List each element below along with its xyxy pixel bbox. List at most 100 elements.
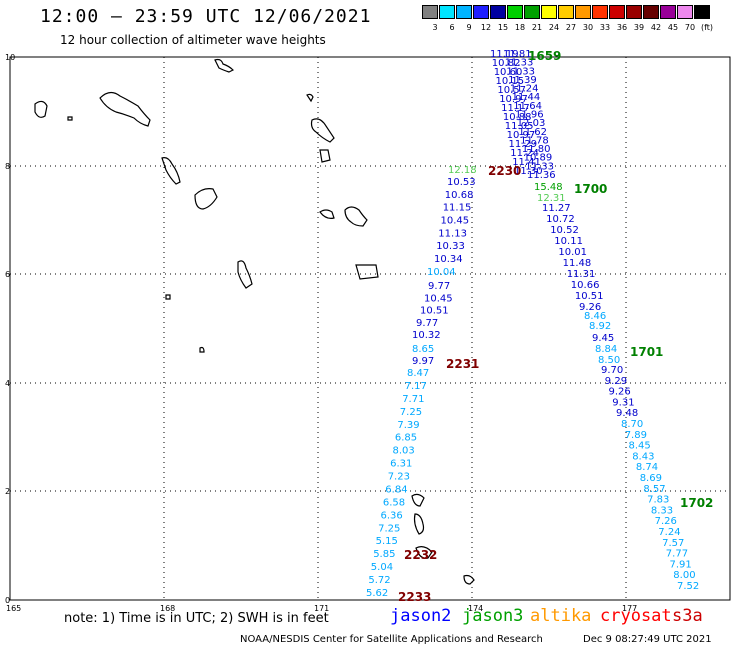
pass-time-label: 1702 bbox=[680, 496, 713, 510]
footer-date: Dec 9 08:27:49 UTC 2021 bbox=[583, 634, 712, 645]
wave-height-value: 11.24 bbox=[510, 84, 539, 95]
wave-height-value: 11.33 bbox=[506, 66, 535, 77]
wave-height-value: 11.48 bbox=[563, 258, 592, 269]
wave-height-value: 12.18 bbox=[448, 165, 477, 176]
wave-height-value: 11.33 bbox=[505, 58, 534, 69]
wave-height-value: 8.47 bbox=[407, 368, 429, 379]
wave-height-value: 10.51 bbox=[575, 291, 604, 302]
wave-height-value: 5.62 bbox=[366, 588, 388, 599]
wave-height-value: 12.03 bbox=[517, 118, 546, 129]
wave-height-value: 5.15 bbox=[376, 536, 398, 547]
wave-height-value: 11.17 bbox=[501, 103, 530, 114]
scale-label: 9 bbox=[466, 23, 472, 32]
wave-height-value: 10.01 bbox=[558, 247, 587, 258]
pass-time-labels: 1659 2230 1700 1701 2231 1702 2232 2233 bbox=[398, 49, 713, 604]
wave-height-value: 9.26 bbox=[609, 387, 631, 398]
lon-tick-label: 165 bbox=[6, 604, 21, 613]
page-subtitle: 12 hour collection of altimeter wave hei… bbox=[60, 33, 326, 47]
wave-height-value: 10.82 bbox=[492, 58, 521, 69]
scale-label: 27 bbox=[565, 23, 577, 32]
wave-height-value: 6.58 bbox=[383, 497, 405, 508]
scale-label: 70 bbox=[684, 23, 696, 32]
scale-swatch bbox=[592, 5, 608, 19]
wave-height-value: 15.48 bbox=[534, 182, 563, 193]
wave-height-value: 11.41 bbox=[512, 157, 541, 168]
lon-tick-label: 168 bbox=[160, 604, 175, 613]
wave-height-value: 7.57 bbox=[662, 538, 684, 549]
scale-swatch bbox=[456, 5, 472, 19]
scale-label: 39 bbox=[633, 23, 645, 32]
wave-height-value: 8.43 bbox=[632, 451, 654, 462]
lat-tick-label: 4 bbox=[5, 379, 10, 388]
wave-height-value: 10.66 bbox=[571, 280, 600, 291]
wave-height-value: 10.11 bbox=[554, 236, 583, 247]
scale-label: 12 bbox=[480, 23, 492, 32]
island-outline bbox=[411, 493, 425, 507]
wave-height-value: 11.05 bbox=[505, 121, 534, 132]
lat-tick-label: 0 bbox=[5, 596, 10, 605]
island-outlines bbox=[34, 58, 475, 585]
wave-height-value: 12.31 bbox=[537, 193, 566, 204]
island-outline bbox=[319, 149, 331, 163]
footer-credit: NOAA/NESDIS Center for Satellite Applica… bbox=[240, 634, 543, 645]
wave-height-value: 8.45 bbox=[629, 441, 651, 452]
scale-label: 30 bbox=[582, 23, 594, 32]
wave-height-value: 8.84 bbox=[595, 344, 617, 355]
wave-height-value: 8.65 bbox=[412, 344, 434, 355]
wave-height-value: 11.81 bbox=[503, 49, 532, 60]
wave-height-value: 9.45 bbox=[592, 333, 614, 344]
pass-time-label: 2231 bbox=[446, 357, 479, 371]
scale-label: 24 bbox=[548, 23, 560, 32]
wave-height-value: 5.72 bbox=[368, 575, 390, 586]
satellite-jason2: jason2 bbox=[390, 606, 452, 626]
scale-swatch bbox=[677, 5, 693, 19]
wave-height-value: 7.23 bbox=[388, 472, 410, 483]
wave-height-value: 10.52 bbox=[550, 225, 579, 236]
pass-time-label: 1700 bbox=[574, 182, 607, 196]
wave-height-value: 10.45 bbox=[424, 293, 453, 304]
wave-height-value: 7.24 bbox=[658, 527, 680, 538]
wave-height-value: 8.57 bbox=[643, 484, 665, 495]
wave-height-value: 11.29 bbox=[509, 139, 538, 150]
wave-height-value: 10.34 bbox=[434, 254, 463, 265]
wave-height-value: 7.71 bbox=[402, 394, 424, 405]
wave-height-value: 6.85 bbox=[395, 433, 417, 444]
scale-swatch bbox=[422, 5, 438, 19]
scale-swatch bbox=[626, 5, 642, 19]
wave-height-value: 9.48 bbox=[616, 408, 638, 419]
scale-label: 3 bbox=[432, 23, 438, 32]
wave-height-value: 8.70 bbox=[621, 419, 643, 430]
scale-label: 18 bbox=[514, 23, 526, 32]
pass-time-label: 2230 bbox=[488, 164, 521, 178]
island-outline bbox=[415, 546, 433, 559]
island-outline bbox=[161, 157, 181, 185]
wave-height-value: 8.33 bbox=[651, 505, 673, 516]
scale-label: 6 bbox=[449, 23, 455, 32]
pass-time-label: 2233 bbox=[398, 590, 431, 604]
wave-height-value: 10.60 bbox=[494, 67, 523, 78]
island-outline bbox=[344, 206, 368, 227]
scale-swatch bbox=[643, 5, 659, 19]
wave-height-value: 7.52 bbox=[677, 581, 699, 592]
island-outline bbox=[355, 264, 379, 280]
wave-height-value: 9.29 bbox=[605, 376, 627, 387]
island-outline bbox=[67, 116, 73, 121]
island-outline bbox=[34, 100, 48, 118]
scale-label: 33 bbox=[599, 23, 611, 32]
satellite-altika: altika bbox=[530, 606, 592, 626]
wave-height-value: 11.15 bbox=[443, 203, 472, 214]
wave-height-value: 11.36 bbox=[527, 170, 556, 181]
island-outline bbox=[214, 58, 235, 73]
scale-label: 21 bbox=[531, 23, 543, 32]
wave-height-value: 11.39 bbox=[508, 75, 537, 86]
pass-time-label: 2232 bbox=[404, 548, 437, 562]
wave-height-value: 11.80 bbox=[522, 144, 551, 155]
wave-height-value: 10.32 bbox=[412, 330, 441, 341]
wave-height-value: 6.84 bbox=[385, 485, 407, 496]
scale-label: (ft) bbox=[700, 23, 714, 32]
pass-time-label: 1701 bbox=[630, 345, 663, 359]
wave-height-value: 11.27 bbox=[542, 203, 571, 214]
wave-height-value: 11.30 bbox=[514, 166, 543, 177]
wave-height-value: 11.13 bbox=[438, 228, 467, 239]
lat-lon-grid: 165 168 171 174 177 10 8 6 4 2 0 bbox=[5, 53, 731, 613]
